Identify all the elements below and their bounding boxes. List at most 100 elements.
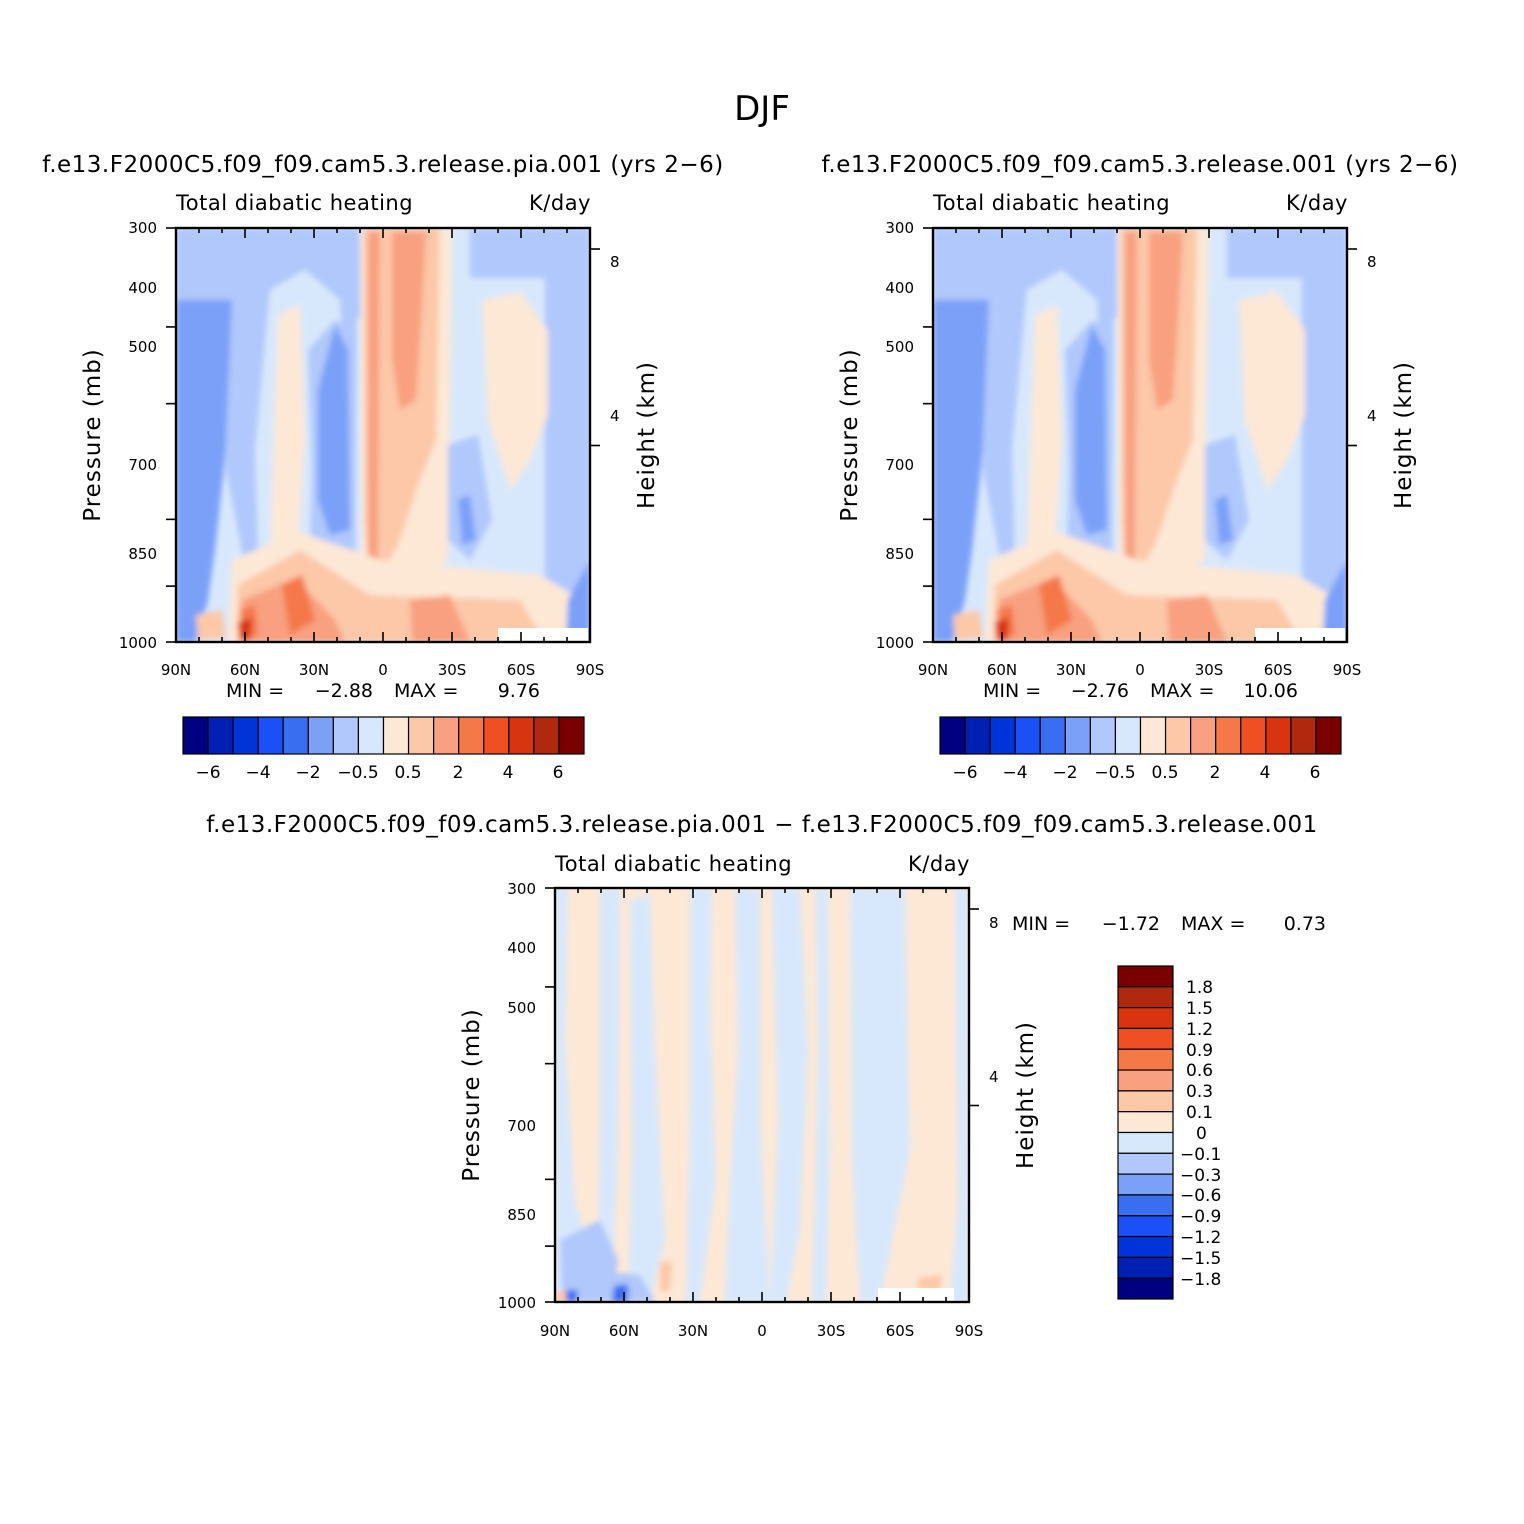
colorbar-swatch (257, 716, 284, 755)
colorbar-swatch (1240, 716, 1267, 755)
y-tick-label: 500 (885, 338, 914, 356)
colorbar-swatch (1117, 1007, 1174, 1030)
y-tick-label: 300 (128, 219, 157, 237)
field-patch (176, 300, 232, 642)
colorbar-label: −0.3 (1180, 1166, 1221, 1186)
missing-data-mask (878, 1288, 954, 1301)
colorbar-swatch (1089, 716, 1117, 755)
y-tick-label: 700 (507, 1117, 536, 1135)
colorbar-label: 0.5 (1151, 763, 1178, 783)
x-tick-label: 0 (1135, 661, 1145, 679)
field-patch (555, 1290, 566, 1302)
field-patch (1039, 575, 1072, 635)
y-tick-label: 300 (507, 880, 536, 898)
colorbar-swatch (232, 716, 259, 755)
colorbar (939, 716, 1342, 755)
y-tick-label: 850 (507, 1206, 536, 1224)
field-patch (566, 1290, 578, 1302)
colorbar-label: 0.3 (1186, 1082, 1213, 1102)
panel-subtitle-left: Total diabatic heating (932, 191, 1170, 215)
x-tick-label: 0 (757, 1322, 767, 1340)
colorbar-label: 1.8 (1186, 978, 1213, 998)
field-patch (238, 618, 252, 640)
colorbar-swatch (1315, 716, 1342, 755)
colorbar-swatch (1014, 716, 1041, 755)
colorbar-swatch (558, 716, 585, 755)
field-patch (270, 305, 305, 550)
x-tick-label: 60N (609, 1322, 639, 1340)
colorbar-swatch (1117, 1069, 1174, 1092)
y-tick-label: 1000 (876, 634, 914, 652)
y-tick-label: 850 (128, 545, 157, 563)
x-tick-label: 60S (886, 1322, 915, 1340)
panel-title: f.e13.F2000C5.f09_f09.cam5.3.release.pia… (42, 152, 723, 178)
y-tick-label: 1000 (119, 634, 157, 652)
colorbar-label: −1.2 (1180, 1228, 1221, 1248)
colorbar-swatch (1265, 716, 1292, 755)
colorbar-label: 2 (1210, 763, 1221, 783)
field-patch (545, 240, 590, 625)
panel-subtitle-left: Total diabatic heating (175, 191, 413, 215)
colorbar-swatch (182, 716, 209, 755)
min-value: −2.76 (1071, 680, 1129, 702)
colorbar-label: −6 (952, 763, 977, 783)
field-patch (1323, 560, 1347, 642)
colorbar-swatch (332, 716, 360, 755)
y-axis-label: Pressure (mb) (459, 1008, 485, 1181)
field-patch (392, 232, 426, 410)
figure-title: DJF (734, 89, 790, 129)
field-patch (482, 292, 548, 490)
colorbar-label: −4 (245, 763, 270, 783)
colorbar (182, 716, 585, 755)
min-label: MIN = (983, 680, 1041, 702)
x-tick-label: 90N (540, 1322, 570, 1340)
field-patch (1302, 240, 1347, 625)
y-right-axis-label: Height (km) (634, 361, 660, 509)
colorbar-label: −1.8 (1180, 1270, 1221, 1290)
x-tick-label: 90N (918, 661, 948, 679)
colorbar-swatch (1117, 1215, 1174, 1238)
y-tick-label: 400 (128, 279, 157, 297)
field-patch (850, 888, 910, 1302)
colorbar-swatch (1117, 1111, 1174, 1134)
colorbar-label: 0.5 (394, 763, 421, 783)
field-patch (555, 888, 600, 1302)
colorbar-label: −4 (1002, 763, 1027, 783)
colorbar-swatch (1117, 986, 1174, 1009)
field-patch (725, 888, 770, 1302)
x-tick-label: 60N (230, 661, 260, 679)
colorbar-swatch (1117, 1027, 1174, 1050)
field-patch (318, 325, 350, 535)
colorbar-swatch (1215, 716, 1242, 755)
x-tick-label: 60N (987, 661, 1017, 679)
max-label: MAX = (1150, 680, 1214, 702)
panel-title: f.e13.F2000C5.f09_f09.cam5.3.release.001… (821, 152, 1458, 178)
x-tick-label: 30N (678, 1322, 708, 1340)
field-patch (770, 888, 808, 1302)
x-tick-label: 60S (507, 661, 536, 679)
colorbar-swatch (483, 716, 510, 755)
colorbar-label: 0 (1196, 1124, 1207, 1144)
field-patch (995, 618, 1009, 640)
field-patch (458, 495, 476, 545)
colorbar-swatch (1114, 716, 1142, 755)
field-patch (628, 895, 665, 1302)
colorbar-swatch (989, 716, 1016, 755)
plot-field (176, 228, 590, 642)
min-value: −1.72 (1102, 913, 1160, 935)
field-patch (812, 888, 830, 1302)
panel-subtitle-right: K/day (529, 191, 591, 215)
colorbar-swatch (382, 716, 410, 755)
colorbar-label: 6 (1310, 763, 1321, 783)
colorbar-label: −0.5 (1094, 763, 1135, 783)
colorbar-swatch (1290, 716, 1317, 755)
y-right-tick-label: 8 (1367, 253, 1377, 271)
colorbar-swatch (1190, 716, 1217, 755)
panel-subtitle-right: K/day (1286, 191, 1348, 215)
field-patch (1239, 292, 1305, 490)
field-patch (933, 300, 989, 642)
min-label: MIN = (1012, 913, 1070, 935)
field-patch (282, 575, 315, 635)
missing-data-mask (1255, 628, 1345, 641)
field-patch (410, 595, 470, 642)
